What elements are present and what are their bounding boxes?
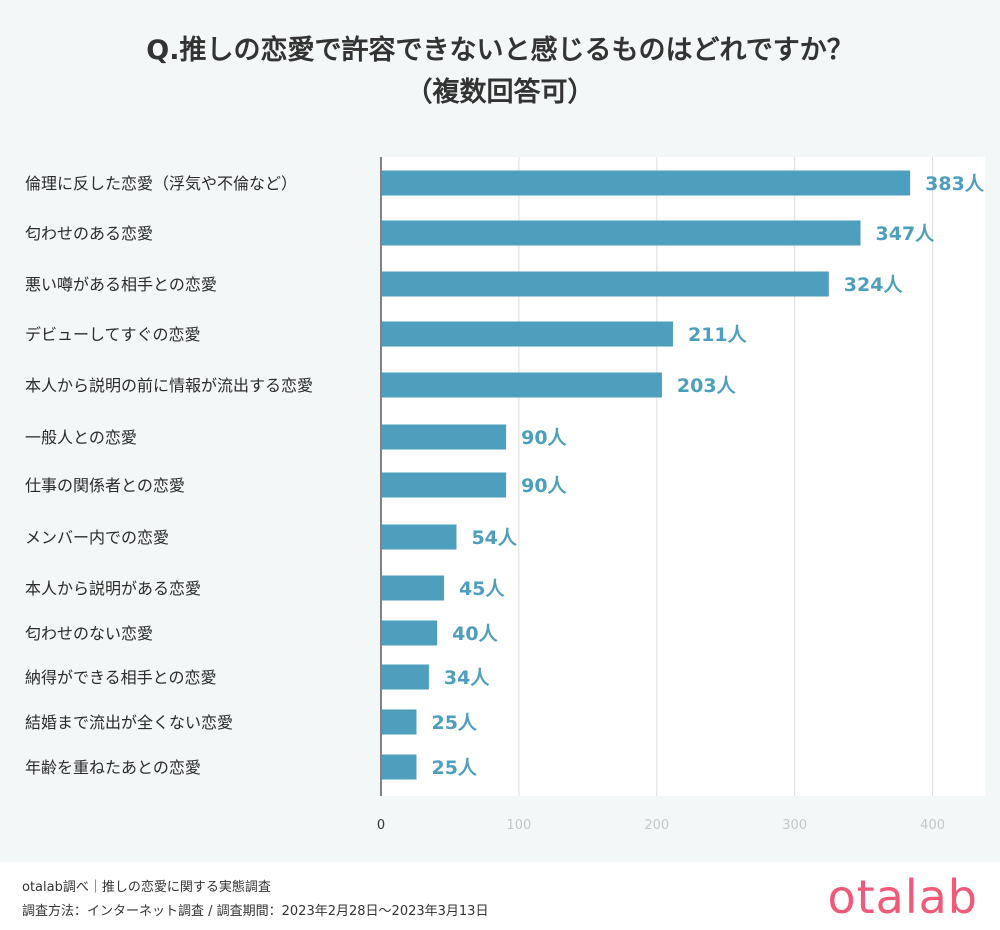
value-label: 90人 — [521, 427, 567, 449]
category-label: 本人から説明がある恋愛 — [25, 579, 201, 598]
bar — [382, 575, 445, 601]
bar — [382, 321, 673, 347]
x-tick-label: 400 — [920, 818, 945, 833]
bar — [382, 170, 911, 196]
value-label: 45人 — [459, 578, 505, 600]
source-line-2: 調査方法：インターネット調査 / 調査期間：2023年2月28日〜2023年3月… — [22, 904, 489, 919]
value-label: 54人 — [471, 527, 517, 549]
value-label: 25人 — [431, 712, 477, 734]
x-tick-label: 200 — [644, 818, 669, 833]
x-tick-label: 100 — [506, 818, 531, 833]
title-line-2: （複数回答可） — [405, 77, 595, 108]
value-label: 347人 — [876, 223, 936, 245]
bar-chart: 0 100 200 300 400 倫理に反した恋愛（浮気や不倫など） 383人匂わせのある… — [25, 157, 985, 833]
title-line-1: Q.推しの恋愛で許容できないと感じるものはどれですか？ — [146, 35, 854, 66]
category-label: メンバー内での恋愛 — [25, 528, 169, 547]
bar — [382, 472, 507, 498]
category-label: 年齢を重ねたあとの恋愛 — [25, 758, 201, 777]
value-label: 383人 — [925, 173, 985, 195]
x-tick-label: 300 — [782, 818, 807, 833]
bar — [382, 709, 417, 735]
category-label: 本人から説明の前に情報が流出する恋愛 — [25, 376, 313, 395]
value-label: 324人 — [844, 274, 904, 296]
value-label: 34人 — [444, 667, 490, 689]
footer: otalab調べ｜推しの恋愛に関する実態調査 調査方法：インターネット調査 / … — [0, 862, 1000, 930]
category-label: 結婚まで流出が全くない恋愛 — [25, 713, 233, 732]
value-label: 40人 — [452, 623, 498, 645]
bar — [382, 754, 417, 780]
category-label: デビューしてすぐの恋愛 — [25, 325, 201, 344]
value-label: 203人 — [677, 375, 737, 397]
bar — [382, 524, 457, 550]
category-label: 納得ができる相手との恋愛 — [25, 668, 217, 687]
bar — [382, 220, 861, 246]
bar — [382, 664, 429, 690]
category-label: 一般人との恋愛 — [25, 428, 137, 447]
bar — [382, 372, 662, 398]
category-label: 悪い噂がある相手との恋愛 — [25, 275, 217, 294]
bar — [382, 424, 507, 450]
category-label: 匂わせのない恋愛 — [25, 624, 153, 643]
bar — [382, 271, 829, 297]
value-label: 211人 — [688, 324, 748, 346]
source-line-1: otalab調べ｜推しの恋愛に関する実態調査 — [22, 880, 271, 895]
category-label: 匂わせのある恋愛 — [25, 224, 153, 243]
value-label: 25人 — [431, 757, 477, 779]
category-label: 仕事の関係者との恋愛 — [25, 476, 185, 495]
bar — [382, 620, 438, 646]
chart-title: Q.推しの恋愛で許容できないと感じるものはどれですか？ （複数回答可） — [0, 30, 1000, 114]
category-label: 倫理に反した恋愛（浮気や不倫など） — [25, 174, 297, 193]
otalab-logo: otalab — [827, 870, 978, 924]
value-label: 90人 — [521, 475, 567, 497]
x-tick-label: 0 — [377, 818, 385, 833]
